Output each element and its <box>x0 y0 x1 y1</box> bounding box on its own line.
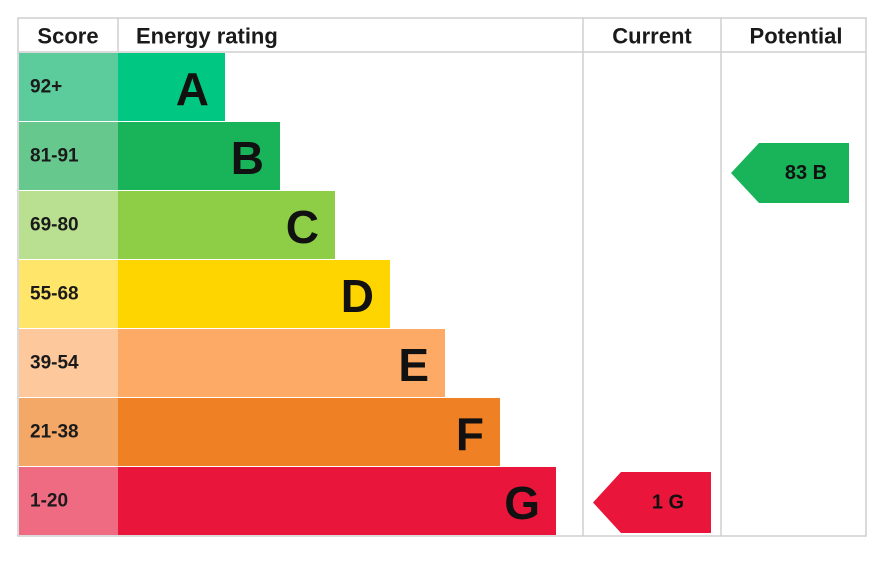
outer-border <box>17 17 867 537</box>
rating-letter: C <box>286 201 319 253</box>
rating-bar <box>118 122 280 190</box>
current-label: 1 G <box>652 492 684 514</box>
score-cell <box>19 191 118 259</box>
score-range: 81-91 <box>30 146 79 167</box>
rating-letter: B <box>231 132 264 184</box>
score-cell <box>19 122 118 190</box>
rating-letter: F <box>456 408 484 460</box>
score-range: 55-68 <box>30 284 79 305</box>
score-cell <box>19 260 118 328</box>
current-arrow <box>593 472 711 533</box>
rating-bar <box>118 398 500 466</box>
rating-letter: G <box>504 477 540 529</box>
score-range: 69-80 <box>30 215 79 236</box>
score-range: 1-20 <box>30 491 68 512</box>
score-range: 92+ <box>30 77 62 98</box>
score-cell <box>19 53 118 121</box>
header-potential: Potential <box>750 24 843 49</box>
rating-bar <box>118 191 335 259</box>
score-cell <box>19 398 118 466</box>
header-energy-rating: Energy rating <box>136 24 278 49</box>
rating-letter: A <box>176 63 209 115</box>
potential-label: 83 B <box>785 162 827 184</box>
score-cell <box>19 467 118 535</box>
rating-letter: E <box>398 339 429 391</box>
header-current: Current <box>612 24 692 49</box>
score-range: 39-54 <box>30 353 79 374</box>
score-range: 21-38 <box>30 422 79 443</box>
rating-bar <box>118 260 390 328</box>
rating-letter: D <box>341 270 374 322</box>
potential-arrow <box>731 143 849 203</box>
rating-bar <box>118 329 445 397</box>
rating-bar <box>118 53 225 121</box>
rating-bar <box>118 467 556 535</box>
header-score: Score <box>37 24 98 49</box>
score-cell <box>19 329 118 397</box>
